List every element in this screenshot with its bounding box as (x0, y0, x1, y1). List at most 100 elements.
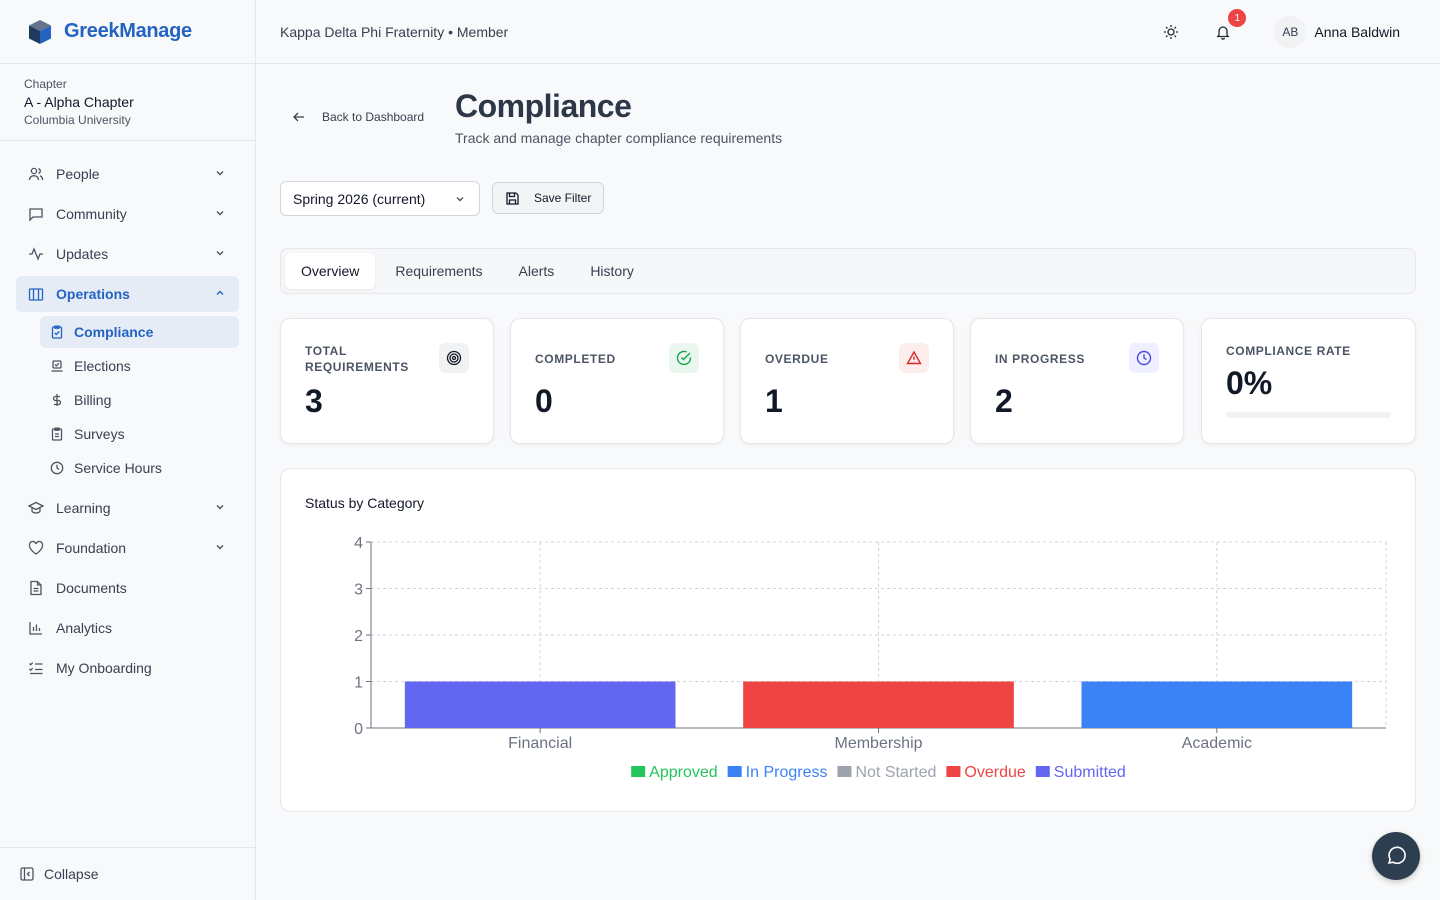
x-tick-label: Membership (834, 735, 922, 752)
sidebar-item-documents[interactable]: Documents (16, 570, 239, 606)
sidebar-item-my-onboarding[interactable]: My Onboarding (16, 650, 239, 686)
sidebar-item-foundation[interactable]: Foundation (16, 530, 239, 566)
chat-icon (1387, 846, 1406, 865)
sidebar-item-analytics[interactable]: Analytics (16, 610, 239, 646)
notification-badge: 1 (1228, 9, 1247, 27)
panel-collapse-icon (20, 867, 34, 881)
chapter-label: Chapter (24, 77, 67, 91)
clipboard-icon (50, 427, 64, 441)
stat-value: 0 (535, 383, 553, 419)
collapse-label: Collapse (44, 866, 99, 882)
stat-value: 2 (995, 383, 1013, 419)
brand-name: GreekManage (64, 20, 192, 42)
stat-value: 3 (305, 383, 323, 419)
sidebar-item-billing[interactable]: Billing (40, 384, 239, 416)
stat-label: TOTAL REQUIREMENTS (305, 344, 409, 374)
sidebar-item-operations[interactable]: Operations (16, 276, 239, 312)
back-label: Back to Dashboard (322, 110, 425, 124)
legend-label: In Progress (746, 764, 828, 781)
sidebar-item-surveys[interactable]: Surveys (40, 418, 239, 450)
legend-label: Approved (649, 764, 718, 781)
sidebar-item-label: Analytics (56, 620, 113, 636)
users-icon (28, 166, 44, 182)
sidebar-item-label: My Onboarding (56, 660, 152, 676)
tab-alerts[interactable]: Alerts (518, 263, 555, 279)
legend-label: Submitted (1054, 764, 1126, 781)
y-tick-label: 2 (354, 628, 363, 645)
sidebar: GreekManage Chapter A - Alpha Chapter Co… (0, 0, 256, 900)
arrow-left-icon (293, 112, 304, 122)
chevron-down-icon (216, 251, 224, 256)
sidebar-item-label: Elections (74, 358, 131, 374)
y-tick-label: 3 (354, 582, 363, 599)
stat-value: 0% (1226, 365, 1273, 401)
stat-card-in-progress: IN PROGRESS 2 (970, 318, 1184, 444)
legend-swatch (1035, 766, 1050, 777)
topbar: Kappa Delta Phi Fraternity • Member 1 AB… (256, 0, 1440, 64)
activity-icon (28, 246, 44, 262)
check-circle-icon (669, 343, 699, 373)
y-tick-label: 1 (354, 675, 363, 692)
sidebar-item-learning[interactable]: Learning (16, 490, 239, 526)
save-filter-label: Save Filter (534, 191, 592, 205)
sidebar-item-label: People (56, 166, 100, 182)
heart-icon (28, 540, 44, 556)
sidebar-item-compliance[interactable]: Compliance (40, 316, 239, 348)
avatar[interactable]: AB (1274, 16, 1307, 48)
legend-swatch (837, 766, 852, 777)
cube-logo-icon (29, 19, 51, 44)
theme-toggle-button[interactable] (1155, 16, 1187, 48)
org-context: Kappa Delta Phi Fraternity • Member (280, 23, 509, 40)
sidebar-item-label: Updates (56, 246, 109, 262)
sidebar-item-label: Service Hours (74, 460, 162, 476)
sidebar-item-people[interactable]: People (16, 156, 239, 192)
chart-title: Status by Category (305, 495, 425, 511)
sidebar-item-elections[interactable]: Elections (40, 350, 239, 382)
tab-overview[interactable]: Overview (285, 253, 376, 289)
sidebar-item-service-hours[interactable]: Service Hours (40, 452, 239, 484)
term-select-value: Spring 2026 (current) (293, 190, 426, 207)
collapse-button[interactable]: Collapse (0, 847, 255, 900)
back-to-dashboard-link[interactable]: Back to Dashboard (292, 110, 424, 124)
notifications-button[interactable]: 1 (1207, 9, 1247, 48)
sidebar-item-label: Documents (56, 580, 127, 596)
user-name[interactable]: Anna Baldwin (1314, 24, 1400, 40)
chapter-name: A - Alpha Chapter (24, 94, 134, 110)
chevron-down-icon (216, 505, 224, 510)
bar-in-progress (1081, 681, 1353, 728)
stat-card-completed: COMPLETED 0 (510, 318, 724, 444)
stat-label: COMPLETED (535, 352, 616, 366)
status-chart-card: Status by Category 0 1 2 3 4 Financial Members… (280, 468, 1416, 812)
sidebar-item-updates[interactable]: Updates (16, 236, 239, 272)
sidebar-item-label: Compliance (74, 324, 154, 340)
brand[interactable]: GreekManage (0, 0, 255, 64)
file-icon (28, 580, 44, 596)
sidebar-item-community[interactable]: Community (16, 196, 239, 232)
chevron-down-icon (216, 211, 224, 216)
term-select[interactable]: Spring 2026 (current) (280, 181, 480, 216)
sidebar-item-label: Billing (74, 392, 112, 408)
clock-icon (50, 461, 64, 475)
stat-card-compliance-rate: COMPLIANCE RATE 0% (1201, 318, 1416, 444)
stat-value: 1 (765, 383, 783, 419)
chevron-up-icon (216, 290, 224, 295)
save-filter-button[interactable]: Save Filter (492, 182, 604, 214)
compliance-rate-bar (1226, 412, 1391, 418)
clock-icon (1129, 343, 1159, 373)
chapter-info[interactable]: Chapter A - Alpha Chapter Columbia Unive… (0, 64, 255, 141)
tab-requirements[interactable]: Requirements (395, 263, 483, 279)
page-subtitle: Track and manage chapter compliance requ… (455, 130, 783, 146)
stat-label: IN PROGRESS (995, 352, 1085, 366)
target-icon (439, 343, 469, 373)
page-title: Compliance (455, 88, 632, 124)
tab-history[interactable]: History (590, 263, 634, 279)
list-checks-icon (28, 660, 44, 676)
save-icon (506, 191, 519, 205)
topbar-actions: 1 AB Anna Baldwin (1155, 0, 1400, 64)
legend-label: Not Started (855, 764, 936, 781)
bell-icon (1216, 26, 1230, 40)
chevron-down-icon (216, 545, 224, 550)
sidebar-item-label: Operations (56, 286, 130, 302)
operations-submenu: Compliance Elections Billing Surveys Ser… (24, 316, 255, 484)
chat-button[interactable] (1372, 832, 1420, 880)
